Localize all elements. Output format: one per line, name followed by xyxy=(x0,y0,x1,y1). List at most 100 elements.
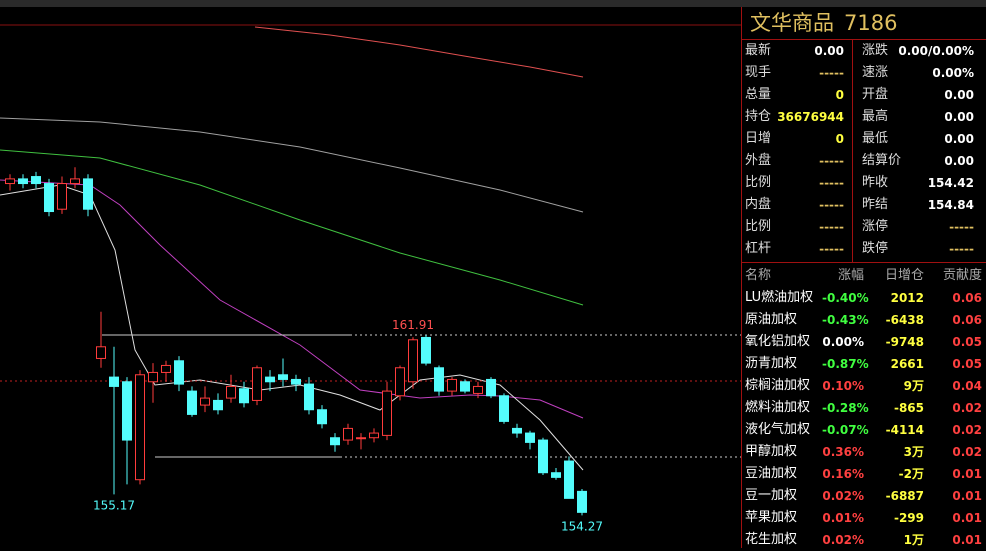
quote-value: 36676944 xyxy=(777,110,844,124)
quote-value: 0.00 xyxy=(944,110,974,124)
candle-body xyxy=(577,490,587,513)
candle-body xyxy=(551,472,561,478)
quote-value: ----- xyxy=(819,198,844,212)
ma-line xyxy=(0,149,584,306)
table-value: 0.04 xyxy=(952,379,982,393)
table-value: 0.05 xyxy=(952,357,982,371)
quote-label: 昨收 xyxy=(862,175,889,190)
candle-body xyxy=(239,388,249,404)
candle-body xyxy=(109,376,119,387)
quote-value: ----- xyxy=(819,220,844,234)
candle-body xyxy=(317,409,327,425)
candle-body xyxy=(421,336,431,364)
table-value: 2012 xyxy=(890,291,924,305)
candle-body xyxy=(369,432,379,439)
table-name: 豆油加权 xyxy=(745,466,798,481)
table-name: LU燃油加权 xyxy=(745,290,814,305)
candle-body xyxy=(395,367,405,397)
ma-line xyxy=(0,184,584,471)
quote-label: 总量 xyxy=(745,87,772,102)
candle-body xyxy=(18,178,28,185)
candle-body xyxy=(486,378,496,397)
candle-body xyxy=(174,360,184,385)
table-value: 0.36% xyxy=(822,445,864,459)
quote-label: 结算价 xyxy=(862,153,902,168)
candle-body xyxy=(564,460,574,499)
panel-title: 文华商品 7186 xyxy=(742,7,986,40)
table-value: 0.00% xyxy=(822,335,864,349)
table-value: 1万 xyxy=(903,533,924,547)
table-name: 苹果加权 xyxy=(745,510,798,525)
table-value: 0.02% xyxy=(822,533,864,547)
candle-body xyxy=(278,374,288,380)
candle-body xyxy=(330,437,340,446)
table-value: 9万 xyxy=(903,379,924,393)
table-value: 0.06 xyxy=(952,291,982,305)
column-header: 贡献度 xyxy=(942,268,982,283)
table-value: 0.05 xyxy=(952,335,982,349)
table-name: 棕榈油加权 xyxy=(745,378,811,393)
quote-value: ----- xyxy=(819,154,844,168)
table-value: 0.01% xyxy=(822,511,864,525)
divider xyxy=(742,262,986,263)
quote-panel: 文华商品 7186 最新 0.00 现手 ----- 总量 0 持仓 36676944 日增 0 外盘… xyxy=(741,7,986,548)
quote-label: 涨跌 xyxy=(862,43,889,58)
table-value: -865 xyxy=(893,401,924,415)
price-label: 161.91 xyxy=(392,318,434,332)
candle-body xyxy=(460,381,470,392)
title: 文华商品 xyxy=(750,11,834,35)
candle-body xyxy=(252,367,262,401)
table-name: 沥青加权 xyxy=(745,356,798,371)
quote-value: ----- xyxy=(819,176,844,190)
candle-body xyxy=(291,378,301,385)
candle-body xyxy=(356,437,366,440)
candle-body xyxy=(31,176,41,185)
quote-value: 0.00% xyxy=(932,66,974,80)
candle-body xyxy=(525,432,535,443)
table-name: 液化气加权 xyxy=(745,422,811,437)
table-name: 花生加权 xyxy=(745,532,798,547)
candle-body xyxy=(135,374,145,481)
price-label: 154.27 xyxy=(561,519,603,533)
quote-label: 杠杆 xyxy=(745,241,772,256)
table-name: 甲醇加权 xyxy=(745,444,798,459)
candle-body xyxy=(83,178,93,210)
table-value: -0.28% xyxy=(822,401,869,415)
quote-value: 0.00 xyxy=(944,154,974,168)
table-value: 0.06 xyxy=(952,313,982,327)
table-value: 2661 xyxy=(890,357,924,371)
candle-body xyxy=(499,395,509,422)
quote-value: ----- xyxy=(819,66,844,80)
candle-body xyxy=(148,371,158,383)
column-header: 日增仓 xyxy=(884,268,924,283)
quote-value: 0 xyxy=(835,132,844,146)
window-bar xyxy=(0,0,986,7)
table-value: 0.01 xyxy=(952,489,982,503)
table-value: 0.02 xyxy=(952,423,982,437)
candle-body xyxy=(187,390,197,415)
quote-label: 最新 xyxy=(745,43,772,58)
column-header: 名称 xyxy=(745,268,772,283)
quote-value: 0.00/0.00% xyxy=(898,44,974,58)
quote-label: 比例 xyxy=(745,219,772,234)
table-value: 0.10% xyxy=(822,379,864,393)
quote-value: ----- xyxy=(949,242,974,256)
candle-body xyxy=(343,427,353,441)
candle-body xyxy=(70,178,80,185)
table-value: 0.02 xyxy=(952,401,982,415)
quote-label: 持仓 xyxy=(745,109,772,124)
candle-body xyxy=(265,376,275,383)
candle-body xyxy=(447,378,457,392)
candle-body xyxy=(5,178,15,185)
candle-body xyxy=(304,383,314,411)
table-name: 原油加权 xyxy=(745,312,798,327)
candle-body xyxy=(213,399,223,411)
quote-label: 现手 xyxy=(745,65,772,80)
quote-label: 最低 xyxy=(862,131,889,146)
candle-body xyxy=(161,364,171,373)
candle-body xyxy=(44,183,54,213)
table-value: -0.87% xyxy=(822,357,869,371)
table-name: 豆一加权 xyxy=(745,488,798,503)
quote-label: 开盘 xyxy=(862,87,889,102)
